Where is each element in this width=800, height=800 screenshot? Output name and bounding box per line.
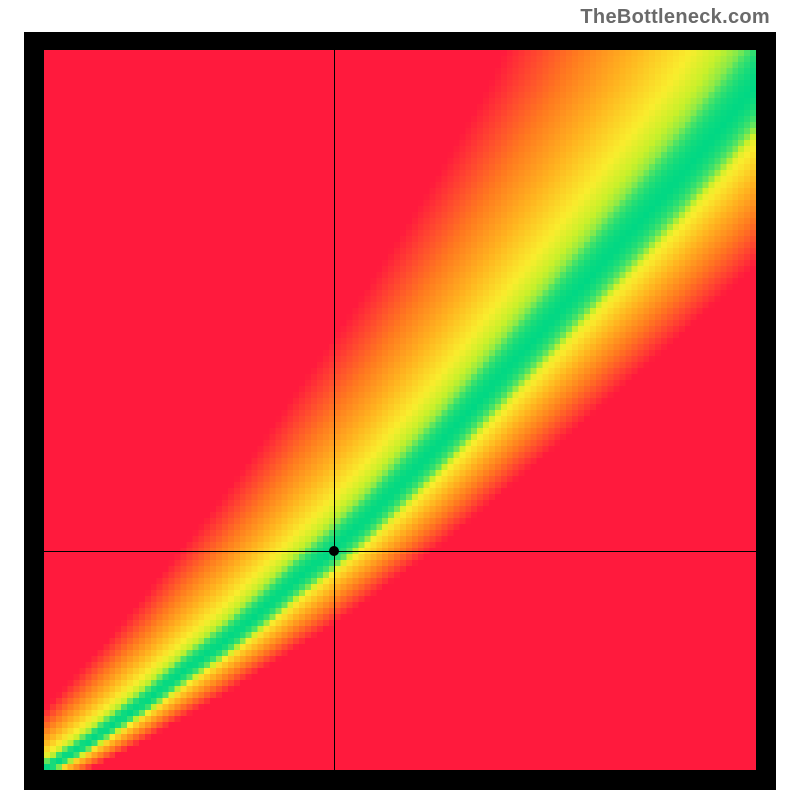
stage: TheBottleneck.com (0, 0, 800, 800)
watermark-text: TheBottleneck.com (580, 6, 770, 29)
bottleneck-heatmap (44, 50, 756, 770)
